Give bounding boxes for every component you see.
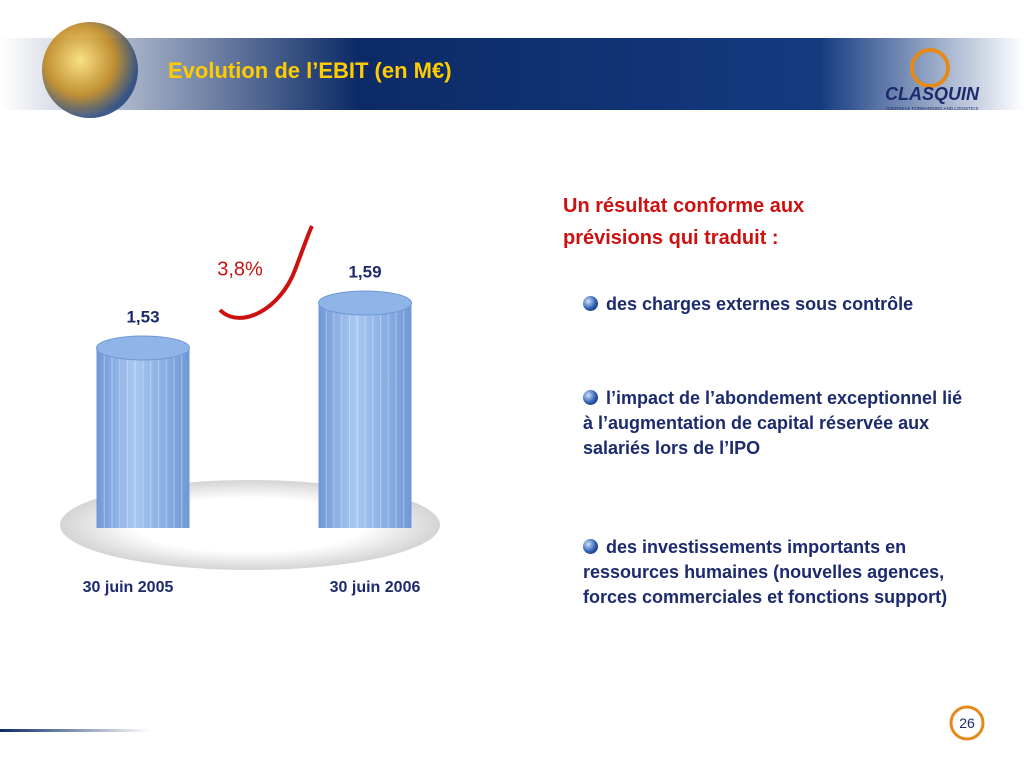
x-tick-label: 30 juin 2006 <box>330 579 421 596</box>
swoosh <box>218 225 314 320</box>
bullet: des investissements importants en ressou… <box>583 535 973 610</box>
page-badge <box>949 705 985 741</box>
logo-swirl <box>910 48 950 88</box>
slide-title: Evolution de l’EBIT (en M€) <box>168 58 452 83</box>
bullet-text: des charges externes sous contrôle <box>606 294 914 314</box>
footer-line <box>0 729 150 732</box>
bullet-icon <box>583 539 598 554</box>
value-label: 1,53 <box>126 307 159 326</box>
bar-top <box>96 335 190 361</box>
bullet: des charges externes sous contrôle <box>583 292 973 317</box>
bullet-text: l’impact de l’abondement exceptionnel li… <box>583 388 963 458</box>
logo: CLASQUIN <box>885 84 980 104</box>
bar-top <box>318 290 412 316</box>
heading: Un résultat conforme aux prévisions qui … <box>563 195 805 249</box>
page-number: 26 <box>959 715 975 731</box>
bar <box>318 303 412 528</box>
bar <box>96 348 190 528</box>
bullet: l’impact de l’abondement exceptionnel li… <box>583 386 973 461</box>
x-tick-label: 30 juin 2005 <box>83 579 174 596</box>
header-band <box>0 38 1024 110</box>
bullet-text: des investissements importants en ressou… <box>583 537 948 607</box>
annotation: 3,8% <box>217 258 263 280</box>
value-label: 1,59 <box>348 262 381 281</box>
bullet-icon <box>583 296 598 311</box>
bullet-icon <box>583 390 598 405</box>
logo-tagline: OVERSEAS FORWARDING AND LOGISTICS <box>886 106 979 111</box>
globe <box>42 22 138 118</box>
